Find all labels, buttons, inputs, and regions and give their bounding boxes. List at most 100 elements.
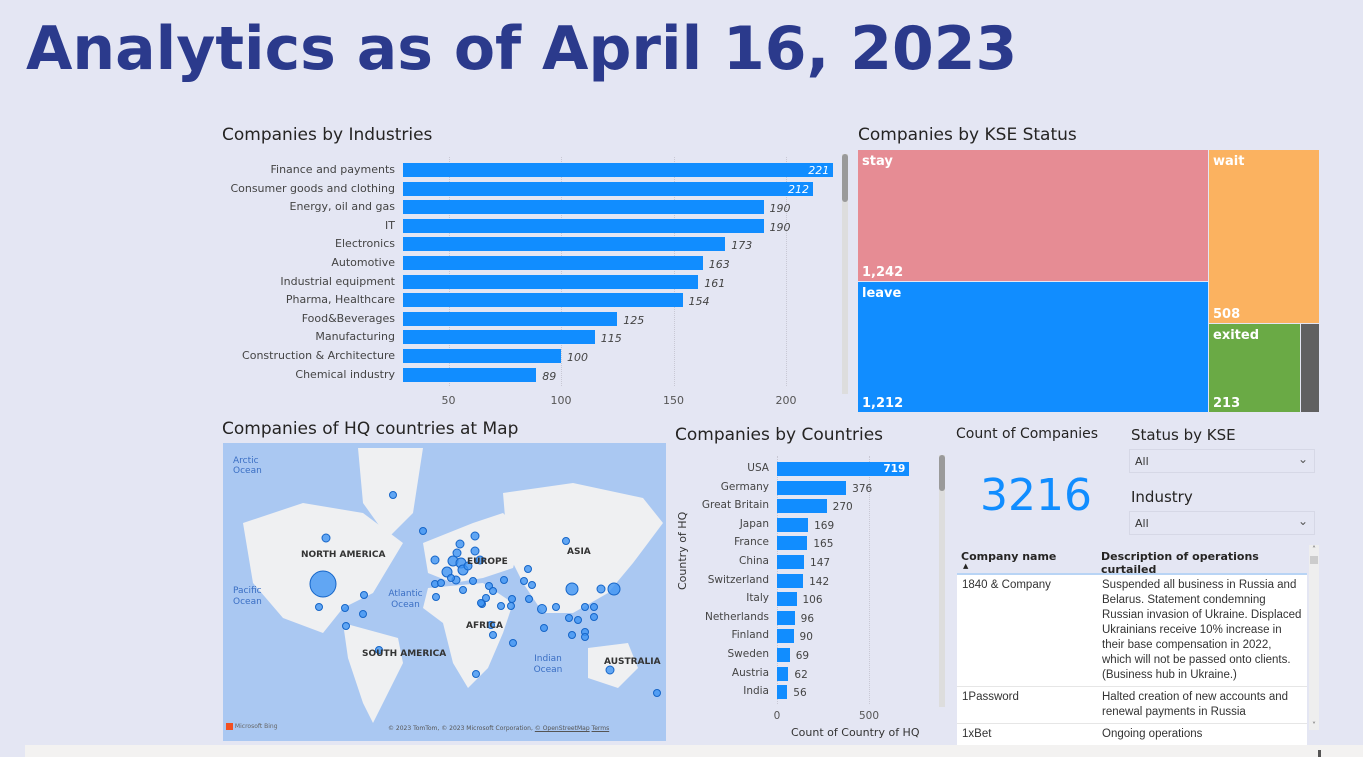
chevron-down-icon: ⌄ <box>1297 514 1308 528</box>
bar[interactable] <box>403 274 699 289</box>
bar[interactable] <box>403 330 595 345</box>
status-slicer-value: All <box>1135 455 1149 468</box>
bar[interactable] <box>777 536 808 551</box>
data-label: 165 <box>813 538 834 551</box>
bar[interactable] <box>777 592 797 607</box>
bar[interactable] <box>777 480 847 495</box>
table-row[interactable]: 1Password Halted creation of new accounts… <box>957 686 1307 724</box>
data-label: 89 <box>542 369 557 383</box>
bar[interactable] <box>777 629 794 644</box>
treemap-tile-leave[interactable]: leave 1,212 <box>858 282 1208 412</box>
bar[interactable] <box>777 685 788 700</box>
status-slicer-dropdown[interactable]: All ⌄ <box>1129 449 1315 473</box>
gridline <box>673 157 675 387</box>
bar[interactable] <box>403 311 618 326</box>
map-label-indian: Indian Ocean <box>533 654 563 675</box>
scrollbar-thumb[interactable] <box>1310 556 1318 564</box>
kse-treemap[interactable]: stay 1,242 leave 1,212 wait 508 exited 213 <box>858 150 1319 412</box>
data-label: 106 <box>802 594 823 607</box>
treemap-tile-other[interactable] <box>1301 324 1319 412</box>
x-tick-label: 150 <box>663 394 684 407</box>
map-label-north-america: NORTH AMERICA <box>301 550 386 560</box>
bar[interactable] <box>403 349 561 363</box>
microsoft-logo-icon <box>226 723 233 730</box>
table-row[interactable]: 1xBet Ongoing operations <box>957 723 1307 745</box>
category-label: Great Britain <box>701 499 769 512</box>
bar[interactable] <box>777 517 809 532</box>
cell-company: 1840 & Company <box>957 575 1097 687</box>
treemap-tile-wait[interactable]: wait 508 <box>1209 150 1319 323</box>
cell-company: 1Password <box>957 686 1097 724</box>
category-label: Industrial equipment <box>280 274 395 288</box>
bar[interactable] <box>403 181 813 196</box>
category-label: India <box>743 685 769 698</box>
data-label: 169 <box>814 519 835 532</box>
table-row[interactable]: 1840 & Company Suspended all business in … <box>957 575 1307 687</box>
industry-slicer-dropdown[interactable]: All ⌄ <box>1129 511 1315 535</box>
bing-logo: Microsoft Bing <box>226 723 278 730</box>
bar[interactable] <box>403 218 764 233</box>
tile-label: exited <box>1213 328 1259 343</box>
bar[interactable] <box>777 555 805 569</box>
data-label: 154 <box>688 295 710 309</box>
scroll-down-icon[interactable]: ˅ <box>1312 721 1316 730</box>
industries-bar-chart[interactable]: 50 100 150 200 Finance and payments 221 Consum… <box>220 150 850 410</box>
bar[interactable] <box>777 499 827 514</box>
scroll-up-icon[interactable]: ˄ <box>1312 545 1316 554</box>
treemap-tile-exited[interactable]: exited 213 <box>1209 324 1300 412</box>
resize-handle[interactable] <box>1318 750 1321 757</box>
data-label: 56 <box>793 687 807 700</box>
data-label: 115 <box>600 332 622 346</box>
treemap-tile-stay[interactable]: stay 1,242 <box>858 150 1208 281</box>
category-label: Finance and payments <box>270 163 395 176</box>
data-label: 142 <box>809 575 830 588</box>
data-label: 212 <box>788 182 809 196</box>
industries-scrollbar[interactable] <box>842 154 848 394</box>
data-label: 173 <box>731 239 753 253</box>
bing-logo-text: Microsoft Bing <box>234 723 278 730</box>
hq-map[interactable]: Arctic Ocean Pacific Ocean Atlantic Ocea… <box>223 443 666 741</box>
bar[interactable] <box>777 573 804 588</box>
map-label-africa: AFRICA <box>466 621 503 631</box>
column-header-description[interactable]: Description of operations curtailed <box>1101 550 1259 576</box>
scrollbar-thumb[interactable] <box>939 455 945 491</box>
table-body: 1840 & Company Suspended all business in … <box>957 575 1307 745</box>
map-label-europe: EUROPE <box>467 557 508 567</box>
countries-bar-chart[interactable]: 0 500 USA 719 Germany 376 Great Britain 270 Japa… <box>670 455 940 725</box>
bar[interactable] <box>403 367 537 382</box>
bar[interactable] <box>777 610 795 625</box>
bar[interactable] <box>403 293 683 308</box>
bar[interactable] <box>403 163 834 177</box>
companies-table[interactable]: Company name ▲ Description of operations… <box>957 545 1307 745</box>
osm-link[interactable]: © OpenStreetMap <box>534 725 590 732</box>
x-tick-label: 0 <box>773 710 781 722</box>
data-label: 62 <box>794 668 808 681</box>
table-scrollbar[interactable]: ˄ ˅ <box>1309 545 1319 730</box>
bar[interactable] <box>777 648 790 662</box>
category-label: Food&Beverages <box>301 311 395 325</box>
bar[interactable] <box>777 462 910 476</box>
bar[interactable] <box>403 237 726 252</box>
countries-scrollbar[interactable] <box>939 455 945 707</box>
scrollbar-thumb[interactable] <box>842 154 848 202</box>
bar[interactable] <box>403 200 764 215</box>
category-label: Energy, oil and gas <box>289 200 396 214</box>
category-label: Electronics <box>335 237 395 251</box>
data-label: 376 <box>852 482 873 495</box>
data-label: 719 <box>883 463 906 475</box>
data-label: 125 <box>623 313 645 327</box>
data-label: 69 <box>795 650 810 662</box>
category-label: Finland <box>731 629 769 642</box>
column-header-company[interactable]: Company name <box>961 550 1057 563</box>
bottom-status-bar <box>25 745 1363 757</box>
terms-link[interactable]: Terms <box>591 725 610 732</box>
category-label: France <box>734 536 769 549</box>
category-label: Manufacturing <box>315 330 395 344</box>
hq-bubbles[interactable] <box>309 491 661 697</box>
bar[interactable] <box>777 666 789 681</box>
data-label: 270 <box>832 501 853 514</box>
bar[interactable] <box>403 256 703 270</box>
data-label: 90 <box>799 631 813 644</box>
data-label: 161 <box>704 276 726 290</box>
category-label: Germany <box>720 480 769 493</box>
